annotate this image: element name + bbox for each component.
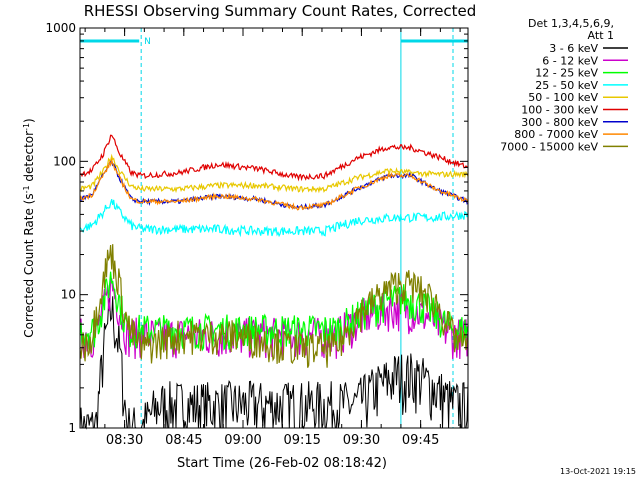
series-line-5: [79, 134, 469, 182]
y-tick-label: 1: [68, 421, 76, 435]
legend-label-8: 7000 - 15000 keV: [500, 140, 598, 153]
x-tick-label: 09:00: [224, 433, 261, 448]
series-line-6: [79, 159, 469, 210]
legend-header-line1: Det 1,3,4,5,6,9,: [528, 17, 614, 30]
series-line-0: [79, 296, 469, 430]
y-tick-label: 1000: [45, 21, 76, 35]
series-line-7: [79, 157, 469, 211]
x-tick-label: 09:15: [283, 433, 320, 448]
series-line-2: [79, 271, 469, 352]
y-tick-label: 10: [61, 288, 76, 302]
legend-label-2: 12 - 25 keV: [535, 67, 598, 80]
series-line-4: [79, 153, 469, 194]
plot-frame: [79, 27, 469, 429]
y-tick-label: 100: [53, 154, 76, 168]
footer-date: 13-Oct-2021 19:15: [560, 467, 636, 476]
y-axis-label: Corrected Count Rate (s-1 detector-1): [22, 118, 37, 337]
x-tick-label: 09:30: [343, 433, 380, 448]
legend-label-6: 300 - 800 keV: [521, 116, 598, 129]
legend-label-4: 50 - 100 keV: [528, 91, 598, 104]
x-axis-label: Start Time (26-Feb-02 08:18:42): [177, 456, 387, 471]
legend-label-1: 6 - 12 keV: [542, 54, 598, 67]
x-tick-label: 08:45: [165, 433, 202, 448]
legend-label-5: 100 - 300 keV: [521, 104, 598, 117]
legend-label-3: 25 - 50 keV: [535, 79, 598, 92]
legend-header-line2: Att 1: [588, 29, 614, 42]
legend-label-0: 3 - 6 keV: [549, 42, 598, 55]
chart-title: RHESSI Observing Summary Count Rates, Co…: [84, 2, 477, 20]
series-line-8: [79, 244, 469, 368]
x-tick-label: 09:45: [402, 433, 439, 448]
x-tick-label: 08:30: [106, 433, 143, 448]
legend-label-7: 800 - 7000 keV: [514, 128, 598, 141]
night-marker-label: N: [144, 37, 151, 47]
series-line-3: [79, 199, 469, 238]
